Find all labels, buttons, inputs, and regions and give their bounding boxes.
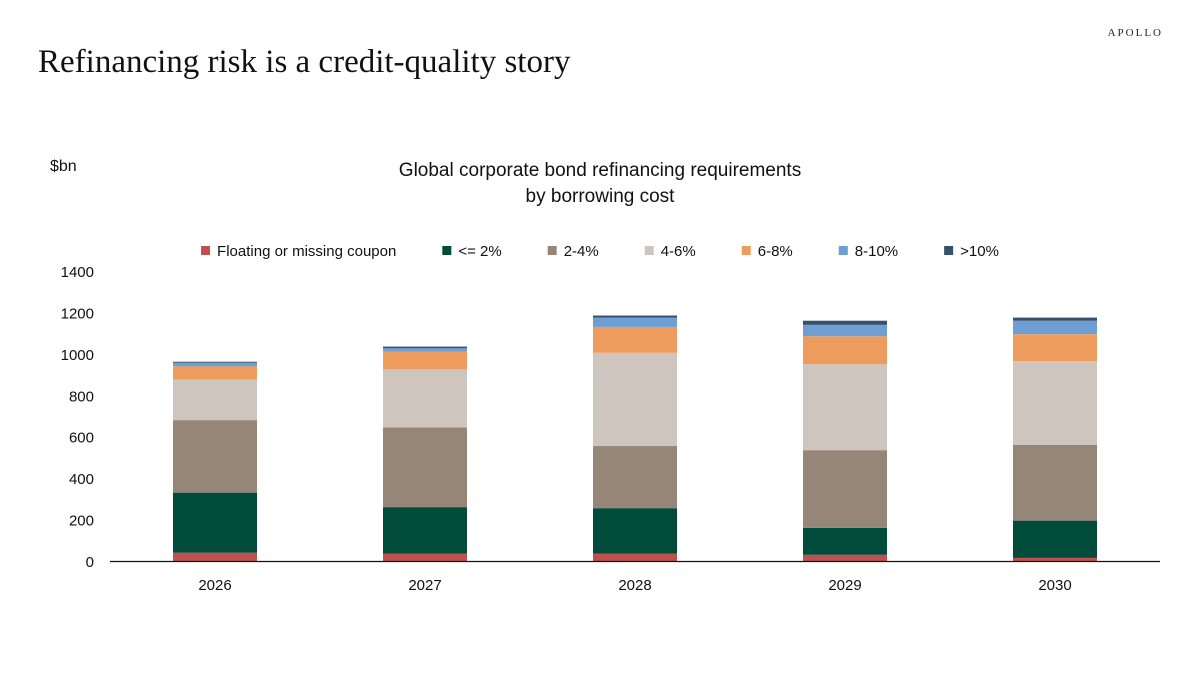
legend-swatch-10 — [944, 246, 954, 255]
y-tick-label: 400 — [69, 471, 94, 488]
bar-2027-4-6 — [383, 369, 467, 428]
legend-label-6-8: 6-8% — [758, 243, 793, 260]
bar-2028-8-10 — [593, 317, 677, 327]
bar-2027-8-10 — [383, 348, 467, 352]
chart-title-line-2: by borrowing cost — [525, 186, 675, 207]
bar-2027-6-8 — [383, 351, 467, 370]
bar-2028-10 — [593, 315, 677, 318]
bar-2028-2-4 — [593, 446, 677, 509]
bar-2028-2 — [593, 508, 677, 554]
bar-2030-6-8 — [1013, 334, 1097, 362]
y-tick-label: 1200 — [61, 305, 94, 322]
legend-label-8-10: 8-10% — [855, 243, 898, 260]
bar-2026-2-4 — [173, 420, 257, 493]
legend-label-2: <= 2% — [458, 243, 501, 260]
bar-2030-4-6 — [1013, 361, 1097, 445]
y-tick-label: 800 — [69, 388, 94, 405]
y-tick-label: 0 — [86, 554, 94, 571]
x-tick-label: 2030 — [1038, 577, 1071, 594]
legend-label-2-4: 2-4% — [564, 243, 599, 260]
chart-title-line-1: Global corporate bond refinancing requir… — [398, 160, 802, 181]
bar-2026-floating-or-missing-coupon — [173, 552, 257, 561]
bar-2030-floating-or-missing-coupon — [1013, 557, 1097, 561]
chart-title: Global corporate bond refinancing requir… — [300, 158, 900, 210]
legend-swatch-floating-or-missing-coupon — [201, 246, 211, 255]
bar-2030-8-10 — [1013, 320, 1097, 335]
legend-swatch-8-10 — [838, 246, 848, 255]
bar-2027-10 — [383, 346, 467, 349]
x-tick-label: 2028 — [618, 577, 651, 594]
bar-2028-floating-or-missing-coupon — [593, 553, 677, 561]
bar-2029-4-6 — [803, 364, 887, 451]
y-tick-label: 200 — [69, 513, 94, 530]
legend-label-10: >10% — [960, 243, 999, 260]
y-tick-label: 1000 — [61, 347, 94, 364]
bar-2029-8-10 — [803, 324, 887, 337]
bar-2027-2 — [383, 507, 467, 554]
unit-label: $bn — [50, 158, 77, 175]
bar-2028-6-8 — [593, 326, 677, 353]
x-tick-label: 2029 — [828, 577, 861, 594]
x-tick-label: 2027 — [408, 577, 441, 594]
bar-2030-10 — [1013, 317, 1097, 321]
legend-swatch-2 — [442, 246, 452, 255]
bar-2026-8-10 — [173, 362, 257, 367]
bar-2030-2 — [1013, 520, 1097, 558]
legend-label-4-6: 4-6% — [661, 243, 696, 260]
y-tick-label: 1400 — [61, 264, 94, 281]
legend-swatch-2-4 — [547, 246, 557, 255]
bar-2026-4-6 — [173, 379, 257, 421]
bar-2029-6-8 — [803, 336, 887, 365]
bar-2030-2-4 — [1013, 445, 1097, 521]
bar-2026-2 — [173, 492, 257, 553]
legend-swatch-4-6 — [644, 246, 654, 255]
legend-swatch-6-8 — [741, 246, 751, 255]
bar-2026-10 — [173, 361, 257, 363]
legend-label-floating-or-missing-coupon: Floating or missing coupon — [217, 243, 396, 260]
y-tick-label: 600 — [69, 430, 94, 447]
brand-logo: APOLLO — [1107, 27, 1163, 39]
slide-title: Refinancing risk is a credit-quality sto… — [38, 44, 571, 80]
bar-2028-4-6 — [593, 352, 677, 447]
bar-2027-floating-or-missing-coupon — [383, 553, 467, 561]
bar-2027-2-4 — [383, 427, 467, 508]
bar-2026-6-8 — [173, 366, 257, 380]
x-tick-label: 2026 — [198, 577, 231, 594]
bar-2029-2-4 — [803, 450, 887, 528]
bar-2029-floating-or-missing-coupon — [803, 554, 887, 561]
bar-2029-10 — [803, 320, 887, 325]
bar-2029-2 — [803, 527, 887, 555]
